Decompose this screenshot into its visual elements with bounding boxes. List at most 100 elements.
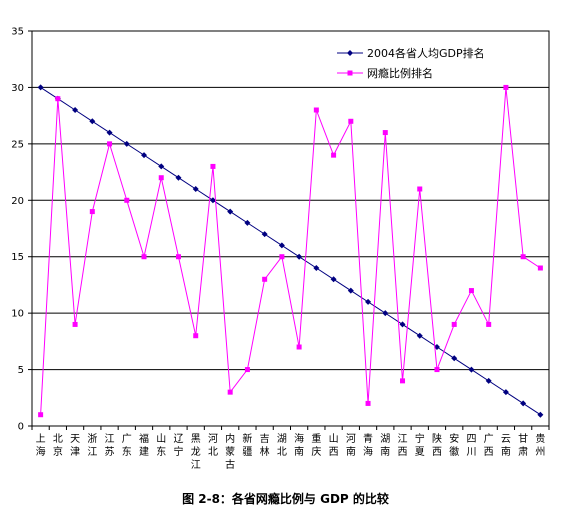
y-tick-label: 30	[11, 83, 24, 94]
addiction-point	[141, 254, 147, 260]
x-tick-label: 黑龙江	[191, 433, 201, 471]
y-tick-label: 25	[11, 139, 24, 150]
addiction-point	[107, 141, 113, 147]
x-tick-label: 福建	[139, 432, 149, 458]
x-tick-label: 北京	[53, 433, 63, 458]
x-tick-label: 江西	[398, 433, 408, 458]
x-tick-label: 贵州	[535, 432, 545, 458]
addiction-point	[331, 152, 337, 158]
gdp-point	[158, 163, 165, 170]
gdp-point	[399, 321, 406, 328]
y-tick-label: 10	[11, 309, 24, 320]
x-tick-label: 内蒙古	[225, 432, 235, 471]
series-lines	[37, 84, 544, 418]
addiction-point	[400, 378, 406, 384]
x-tick-label: 浙江	[87, 433, 97, 458]
addiction-point	[451, 321, 457, 327]
gdp-point	[330, 276, 337, 283]
x-tick-label: 上海	[36, 433, 46, 458]
gdp-point	[209, 197, 216, 204]
series-line-addiction	[40, 87, 541, 415]
gdp-point	[72, 107, 79, 113]
gdp-point	[451, 355, 458, 362]
gdp-point	[433, 344, 440, 350]
x-tick-label: 吉林	[260, 433, 270, 458]
addiction-point	[365, 400, 371, 406]
addiction-point	[348, 118, 354, 124]
addiction-point	[244, 367, 250, 373]
legend-marker-square	[347, 70, 353, 76]
addiction-point	[158, 175, 164, 181]
x-tick-label: 天津	[70, 434, 80, 458]
gdp-point	[278, 242, 285, 249]
x-tick-label: 河南	[346, 433, 356, 458]
gdp-point	[123, 140, 130, 147]
axes: 0 5 10 15 20 25 30 35 上海北京天津浙江江苏广东福建山东辽宁黑龙江河北内蒙古…	[11, 27, 550, 471]
x-tick-label: 河北	[208, 433, 218, 458]
figure-caption: 图 2-8：各省网瘾比例与 GDP 的比较	[182, 492, 389, 506]
legend-label: 网瘾比例排名	[367, 66, 433, 80]
addiction-point	[55, 96, 61, 102]
addiction-point	[417, 186, 423, 192]
addiction-point	[89, 209, 95, 215]
x-tick-label: 四川	[466, 434, 476, 458]
gdp-point	[37, 84, 44, 91]
x-tick-label: 甘肃	[518, 432, 528, 458]
x-tick-label: 重庆	[311, 432, 321, 458]
x-tick-label: 新疆	[242, 432, 252, 458]
addiction-point	[520, 254, 526, 260]
addiction-point	[38, 412, 44, 418]
gdp-point	[175, 174, 182, 181]
gdp-point	[365, 298, 372, 305]
addiction-point	[503, 84, 509, 90]
addiction-point	[175, 254, 181, 260]
gdp-point	[502, 389, 509, 396]
addiction-point	[434, 367, 440, 373]
gdp-point	[244, 219, 251, 226]
x-tick-label: 海南	[294, 432, 304, 458]
gdp-point	[192, 186, 199, 192]
legend-marker-diamond	[347, 50, 353, 56]
gdp-point	[89, 118, 96, 125]
x-tick-label: 湖南	[380, 433, 390, 458]
y-tick-label: 5	[18, 365, 24, 376]
x-tick-label: 湖北	[277, 433, 287, 458]
gdp-point	[313, 265, 320, 271]
addiction-point	[72, 321, 78, 327]
gdp-point	[261, 231, 268, 238]
y-tick-label: 20	[11, 196, 24, 207]
addiction-point	[486, 321, 492, 327]
gdp-point	[416, 332, 423, 339]
addiction-point	[210, 163, 216, 169]
addiction-point	[296, 344, 302, 350]
gdp-point	[227, 208, 234, 215]
gdp-point	[520, 400, 527, 407]
x-tick-label: 山东	[156, 433, 166, 458]
addiction-point	[382, 130, 388, 136]
line-chart: 0 5 10 15 20 25 30 35 上海北京天津浙江江苏广东福建山东辽宁黑龙江河北内蒙古…	[11, 27, 550, 471]
x-tick-label: 安徽	[449, 432, 459, 458]
addiction-point	[227, 389, 233, 395]
y-tick-label: 0	[18, 422, 24, 433]
addiction-point	[193, 333, 199, 339]
addiction-point	[279, 254, 285, 260]
gdp-point	[347, 287, 354, 294]
gdp-point	[537, 411, 544, 418]
x-tick-label: 宁夏	[415, 432, 425, 458]
addiction-point	[124, 197, 130, 203]
gdp-point	[141, 152, 148, 159]
series-line-gdp	[40, 87, 541, 416]
gdp-point	[485, 377, 492, 384]
x-tick-label: 江苏	[105, 433, 115, 458]
x-tick-label: 广西	[484, 433, 494, 458]
x-tick-label: 青海	[363, 432, 373, 458]
x-tick-label: 辽宁	[173, 433, 183, 458]
addiction-point	[262, 276, 268, 282]
addiction-point	[313, 107, 319, 113]
x-tick-label: 广东	[122, 433, 132, 458]
x-tick-label: 云南	[501, 434, 511, 458]
x-tick-label: 山西	[329, 433, 339, 458]
gdp-point	[296, 253, 303, 260]
y-tick-label: 15	[11, 252, 24, 263]
